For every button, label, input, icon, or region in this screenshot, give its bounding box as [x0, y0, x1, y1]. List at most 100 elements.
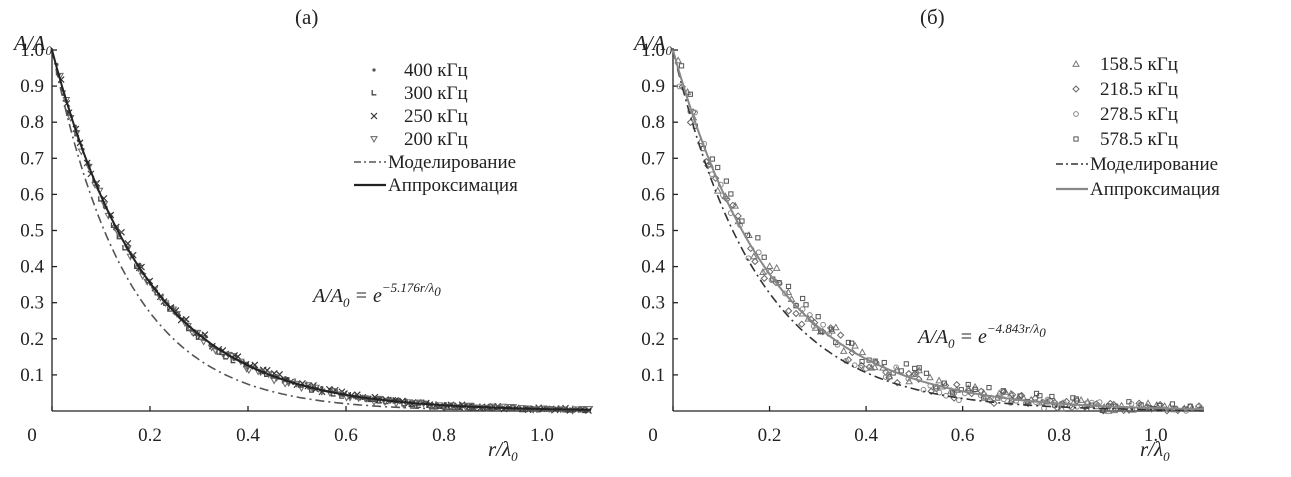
- data-point: [956, 397, 962, 404]
- legend-label: 158.5 кГц: [1100, 54, 1178, 75]
- data-point: [276, 371, 284, 378]
- data-point: [1024, 399, 1032, 408]
- legend-label: Аппроксимация: [1090, 179, 1220, 200]
- legend-label: Моделирование: [1090, 154, 1218, 175]
- data-point: [859, 358, 865, 365]
- legend-marker: [372, 68, 376, 72]
- y-tick-label: 0.5: [641, 221, 665, 242]
- data-point: [1126, 399, 1132, 405]
- data-point: [759, 268, 767, 275]
- panel-a-axes: 0.1 0.2 0.3 0.4 0.5 0.6 0.7 0.8 0.9 1.0 0 0.2 0.4 0.6…: [20, 40, 591, 446]
- data-point: [1017, 393, 1023, 399]
- data-point: [943, 392, 949, 399]
- x-tick-label: 0.6: [334, 425, 358, 446]
- data-point: [792, 309, 800, 318]
- y-tick-label: 0.8: [641, 112, 665, 133]
- data-point: [836, 331, 845, 339]
- legend-label: 250 кГц: [404, 106, 468, 127]
- panel-b: (б) A/A0 r/λ0 0.10.20.30.40.50.60.70.80.…: [632, 5, 1220, 464]
- data-point: [1057, 404, 1066, 412]
- data-point: [849, 340, 855, 346]
- data-point: [815, 314, 821, 320]
- y-tick-label: 0.3: [20, 293, 44, 314]
- data-point: [784, 307, 793, 315]
- data-point: [745, 255, 752, 262]
- data-point: [326, 390, 334, 398]
- x-tick-label: 0.4: [854, 425, 878, 446]
- data-point: [1000, 396, 1007, 403]
- legend-marker: [1073, 111, 1079, 117]
- data-point: [857, 361, 866, 370]
- data-point: [953, 380, 961, 389]
- data-point: [761, 254, 767, 260]
- data-point: [242, 365, 251, 373]
- data-point: [110, 222, 116, 228]
- data-point: [711, 174, 720, 183]
- data-point: [782, 290, 788, 297]
- legend-label: Аппроксимация: [388, 175, 518, 196]
- x-tick-label: 1.0: [530, 425, 554, 446]
- data-point: [1188, 403, 1196, 411]
- x-tick-label: 0.8: [432, 425, 456, 446]
- data-point: [870, 363, 879, 371]
- y-tick-label: 0.6: [641, 184, 665, 205]
- data-point: [785, 283, 792, 290]
- data-point: [270, 377, 278, 385]
- legend-marker: [1072, 85, 1080, 93]
- y-tick-label: 0.9: [20, 76, 44, 97]
- legend-marker: [1072, 59, 1080, 67]
- data-point: [1073, 396, 1079, 402]
- legend-marker: [370, 136, 378, 144]
- data-point: [950, 390, 956, 396]
- y-tick-label: 0.7: [641, 148, 665, 169]
- x-tick-label: 0.8: [1047, 425, 1071, 446]
- data-point: [806, 312, 813, 318]
- data-point: [772, 263, 781, 271]
- y-tick-label: 0.2: [641, 329, 665, 350]
- data-point: [676, 83, 683, 90]
- data-point: [819, 327, 827, 336]
- data-point: [941, 380, 947, 386]
- data-point: [927, 387, 935, 396]
- data-point: [245, 367, 253, 375]
- y-tick-label: 0.3: [641, 293, 665, 314]
- y-tick-label: 0.7: [20, 148, 44, 169]
- data-point: [731, 201, 740, 209]
- legend-label: 200 кГц: [404, 129, 468, 150]
- x-tick-label: 0.6: [951, 425, 975, 446]
- data-point: [882, 368, 890, 377]
- data-point: [124, 245, 132, 253]
- data-point: [723, 178, 729, 184]
- legend-label: 578.5 кГц: [1100, 129, 1178, 150]
- data-point: [964, 384, 973, 392]
- data-point: [926, 373, 934, 381]
- data-point: [1169, 401, 1176, 407]
- data-point: [678, 63, 685, 69]
- data-point: [1037, 393, 1043, 399]
- data-point: [1096, 399, 1103, 406]
- data-point: [912, 365, 918, 372]
- data-point: [1049, 393, 1055, 400]
- data-point: [751, 257, 759, 266]
- data-point: [755, 249, 762, 256]
- data-point: [1117, 401, 1126, 409]
- y-tick-label: 0.8: [20, 112, 44, 133]
- data-point: [686, 118, 695, 127]
- x-tick-label: 0.2: [758, 425, 782, 446]
- y-tick-label: 0.5: [20, 221, 44, 242]
- data-point: [923, 370, 930, 376]
- data-point: [211, 347, 220, 355]
- data-point: [915, 375, 923, 383]
- y-tick-label: 0.1: [641, 365, 665, 386]
- data-point: [330, 388, 339, 396]
- data-point: [832, 323, 840, 331]
- data-point: [734, 212, 742, 220]
- data-point: [858, 348, 867, 356]
- data-point: [820, 321, 827, 328]
- data-point: [755, 235, 761, 241]
- y-tick-label: 1.0: [20, 40, 44, 61]
- data-point: [1000, 388, 1006, 394]
- data-point: [972, 386, 978, 392]
- data-point: [893, 379, 901, 387]
- y-tick-label: 0.4: [20, 257, 44, 278]
